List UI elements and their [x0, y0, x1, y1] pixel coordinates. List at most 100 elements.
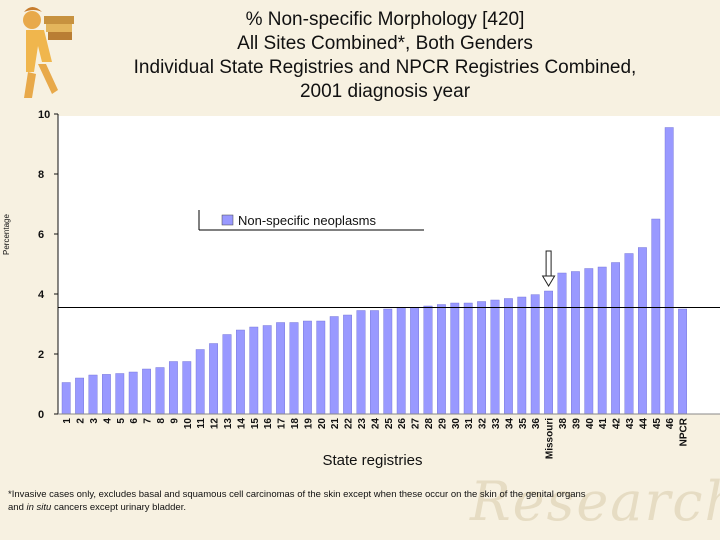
- x-tick-label: 26: [397, 418, 408, 430]
- bar: [235, 329, 245, 415]
- legend-swatch: [221, 214, 234, 226]
- x-tick-label: 28: [424, 418, 435, 430]
- bar: [611, 262, 621, 415]
- bar: [155, 367, 165, 415]
- x-tick-label: 12: [210, 418, 221, 430]
- bar: [289, 322, 299, 415]
- bar: [571, 271, 580, 415]
- x-tick-label: 16: [263, 418, 274, 430]
- x-axis-label: State registries: [322, 452, 423, 469]
- y-tick-label: 0: [38, 409, 44, 421]
- bar: [195, 349, 205, 415]
- bar: [557, 272, 567, 415]
- x-tick-label: 27: [411, 418, 422, 430]
- x-axis: 1 2 3 4 5 6 7 8 9 10 11 12 13 14 15 16 17 18 19 20 21 22 23 24 2…: [62, 417, 689, 459]
- bar: [544, 290, 554, 415]
- bar: [356, 310, 366, 415]
- bar: [490, 299, 500, 415]
- legend-label: Non-specific neoplasms: [238, 213, 377, 228]
- bar: [101, 374, 111, 415]
- x-tick-label: 21: [330, 418, 341, 430]
- watermark: Research: [470, 470, 720, 533]
- x-tick-label: 5: [116, 418, 127, 424]
- x-tick-label: 35: [518, 418, 529, 430]
- legend: Non-specific neoplasms: [198, 210, 424, 231]
- bar: [450, 302, 460, 415]
- bar: [396, 307, 406, 415]
- x-tick-label: 13: [223, 418, 234, 430]
- x-tick-label: Missouri: [545, 418, 556, 459]
- footnote-line-2: and in situ cancers except urinary bladd…: [8, 502, 186, 513]
- bar: [437, 304, 446, 415]
- footnote: *Invasive cases only, excludes basal and…: [8, 488, 718, 514]
- y-axis-label: Percentage: [2, 214, 11, 255]
- bar: [303, 320, 312, 415]
- x-tick-label: 31: [464, 418, 475, 430]
- x-tick-label: 44: [638, 418, 649, 430]
- y-tick-label: 4: [38, 289, 45, 301]
- bar: [463, 302, 473, 415]
- bar: [584, 268, 594, 415]
- bar: [638, 247, 647, 415]
- x-tick-label: 11: [196, 418, 207, 429]
- bar: [477, 301, 486, 415]
- bar: [370, 310, 379, 415]
- bar: [383, 308, 393, 415]
- x-tick-label: 45: [652, 418, 663, 430]
- x-tick-label: 40: [585, 418, 596, 430]
- bar: [262, 325, 272, 415]
- x-tick-label: 23: [357, 418, 368, 430]
- bar: [517, 296, 527, 415]
- bar: [651, 218, 661, 415]
- x-tick-label: 29: [437, 418, 448, 430]
- x-tick-label: 32: [478, 418, 489, 430]
- x-tick-label: 8: [156, 418, 167, 424]
- footnote-line-1: *Invasive cases only, excludes basal and…: [8, 489, 586, 500]
- y-axis: 0 2 4 6 8 10: [38, 109, 59, 421]
- bar: [678, 308, 688, 415]
- y-tick-label: 6: [38, 229, 44, 241]
- x-tick-label: 24: [370, 418, 381, 430]
- bar: [128, 371, 138, 415]
- x-tick-label: 30: [451, 418, 462, 430]
- x-tick-label: 17: [277, 418, 288, 430]
- chart-title: % Non-specific Morphology [420] All Site…: [133, 9, 637, 102]
- x-tick-label: 15: [250, 418, 261, 430]
- bar: [276, 322, 285, 415]
- arrow-shaft: [545, 250, 552, 278]
- arrow-head: [541, 275, 556, 287]
- bar: [142, 368, 151, 415]
- y-tick-label: 8: [38, 169, 44, 181]
- bar: [329, 316, 339, 415]
- bar: [624, 253, 634, 415]
- x-tick-label: 38: [558, 418, 569, 430]
- x-tick-label: 14: [236, 418, 247, 430]
- bar: [222, 334, 232, 415]
- y-tick-label: 10: [38, 109, 50, 121]
- x-tick-label: 22: [344, 418, 355, 430]
- x-tick-label: 6: [129, 418, 140, 424]
- x-tick-label: 41: [598, 418, 609, 430]
- bar: [530, 294, 540, 415]
- x-tick-label: 34: [504, 418, 515, 430]
- bar: [61, 382, 71, 415]
- x-tick-label: 19: [303, 418, 314, 430]
- x-tick-label: 7: [143, 418, 154, 424]
- bar: [75, 377, 85, 415]
- bar: [182, 361, 192, 415]
- x-tick-label: 36: [531, 418, 542, 430]
- bar: [664, 127, 674, 415]
- bar: [410, 307, 419, 415]
- x-tick-label: 10: [183, 418, 194, 430]
- x-tick-label: 20: [317, 418, 328, 430]
- x-tick-label: 25: [384, 418, 395, 430]
- y-tick-label: 2: [38, 349, 44, 361]
- x-tick-label: 3: [89, 418, 100, 424]
- x-tick-label: 1: [62, 418, 73, 424]
- x-tick-label: 33: [491, 418, 502, 430]
- bar: [597, 266, 607, 415]
- x-tick-label: NPCR: [679, 417, 690, 446]
- x-tick-label: 9: [169, 418, 180, 424]
- bar: [88, 374, 98, 415]
